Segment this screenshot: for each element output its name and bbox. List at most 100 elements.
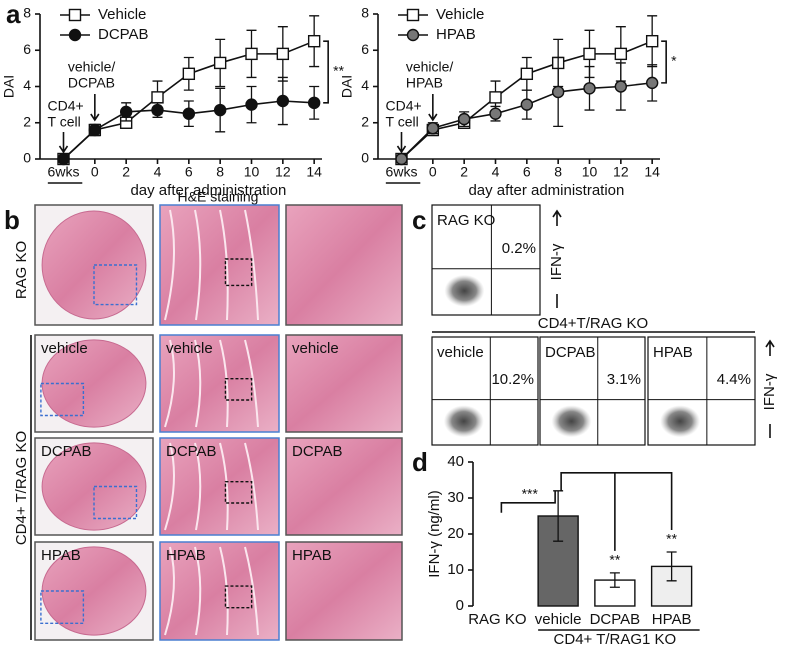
marker: [583, 82, 596, 95]
marker: [245, 47, 258, 61]
histology-image: [285, 541, 403, 641]
significance-bracket: [323, 40, 329, 104]
row-label: RAG KO: [13, 241, 30, 299]
zoom-box: [93, 264, 138, 306]
panel-label: a: [6, 0, 21, 29]
error-bar: [609, 572, 620, 588]
histology-image: [159, 541, 280, 641]
panel-label: b: [4, 205, 20, 235]
x-tick-label: 4: [492, 164, 500, 180]
significance-bracket: [560, 472, 673, 530]
x-tick-label: 12: [275, 164, 291, 180]
panel-label: d: [412, 447, 428, 477]
zoom-box: [40, 382, 85, 417]
y-axis-label: IFN-γ (ng/ml): [426, 490, 443, 578]
histology-image: [159, 334, 280, 433]
marker: [520, 98, 534, 111]
legend-label: DCPAB: [98, 26, 149, 43]
marker: [57, 152, 70, 166]
tissue-fold: [164, 209, 175, 321]
marker: [406, 8, 420, 22]
histology-image: [285, 437, 403, 536]
marker: [645, 76, 659, 90]
x-tick-label: 0: [429, 164, 437, 180]
annotation: HPAB: [406, 75, 443, 91]
significance: ***: [522, 486, 539, 502]
y-axis-label: DAI: [1, 75, 17, 98]
annotation: T cell: [48, 114, 81, 130]
x-tick-label: 8: [216, 164, 224, 180]
flow-panel: RAG KO 0.2% vehicle 10.2% DCPAB 3.1% HPAB 4.4% C…: [431, 204, 778, 446]
tissue-fold: [219, 209, 229, 321]
marker: [213, 103, 227, 117]
marker: [119, 105, 133, 119]
x-tick-label: 10: [244, 164, 260, 180]
zoom-box: [224, 585, 253, 609]
x-tick-label: 6wks: [48, 164, 80, 180]
flow-percent: 4.4%: [717, 371, 751, 388]
x-tick-label: 6: [523, 164, 531, 180]
histology-image: [159, 437, 280, 536]
histology-grid: vehicle vehicle vehicle DCPAB DCPAB DCPAB HPAB…: [34, 204, 403, 641]
marker: [551, 85, 565, 99]
arrow: [58, 132, 69, 154]
marker: [406, 28, 420, 42]
marker: [614, 80, 628, 93]
y-tick-label: 2: [361, 113, 369, 129]
tissue-fold: [194, 546, 202, 636]
x-tick-label: 0: [91, 164, 99, 180]
marker: [395, 152, 408, 166]
marker: [520, 67, 534, 81]
image-label: HPAB: [41, 547, 81, 564]
y-tick-label: 4: [361, 77, 369, 93]
significance-bracket: [500, 490, 556, 513]
marker: [307, 34, 321, 48]
legend-label: Vehicle: [436, 6, 484, 23]
y-axis-label: DAI: [339, 75, 355, 98]
marker: [182, 67, 196, 81]
panel-label: c: [412, 205, 426, 235]
marker: [307, 96, 321, 110]
image-label: DCPAB: [292, 443, 343, 460]
y-tick-label: 30: [447, 489, 464, 506]
x-tick-label: 14: [306, 164, 322, 180]
flow-percent: 10.2%: [491, 371, 534, 388]
flow-plot: [647, 336, 756, 446]
row-label: CD4+ T/RAG KO: [13, 431, 30, 545]
tissue-fold: [194, 442, 202, 531]
image-label: vehicle: [292, 340, 339, 357]
zoom-box: [40, 590, 85, 625]
marker: [245, 98, 258, 111]
x-tick-label: 6wks: [386, 164, 418, 180]
x-tick-label: HPAB: [652, 611, 692, 628]
y-tick-label: 2: [23, 113, 31, 129]
image-label: vehicle: [41, 340, 88, 357]
arrow: [428, 94, 438, 122]
marker: [457, 112, 471, 126]
x-tick-label: 2: [460, 164, 468, 180]
marker: [182, 107, 196, 120]
significance: **: [666, 531, 677, 547]
image-label: DCPAB: [41, 443, 92, 460]
tissue-fold: [219, 339, 229, 428]
tissue-fold: [194, 339, 202, 428]
x-tick-label: 2: [122, 164, 130, 180]
arrow: [90, 94, 100, 122]
flow-label: vehicle: [437, 344, 484, 361]
significance: **: [609, 552, 620, 568]
flow-label: RAG KO: [437, 212, 495, 229]
histology-image: [285, 204, 403, 326]
x-tick-label: vehicle: [535, 611, 582, 628]
image-label: DCPAB: [166, 443, 217, 460]
x-tick-label: 12: [613, 164, 629, 180]
zoom-box: [224, 258, 253, 287]
legend-label: HPAB: [436, 26, 476, 43]
y-tick-label: 6: [361, 41, 369, 57]
x-axis-label: CD4+ T/RAG1 KO: [554, 631, 677, 648]
significance: **: [333, 63, 344, 79]
legend-label: Vehicle: [98, 6, 146, 23]
marker: [583, 47, 596, 61]
x-tick-label: 6: [185, 164, 193, 180]
annotation: vehicle/: [68, 59, 116, 75]
